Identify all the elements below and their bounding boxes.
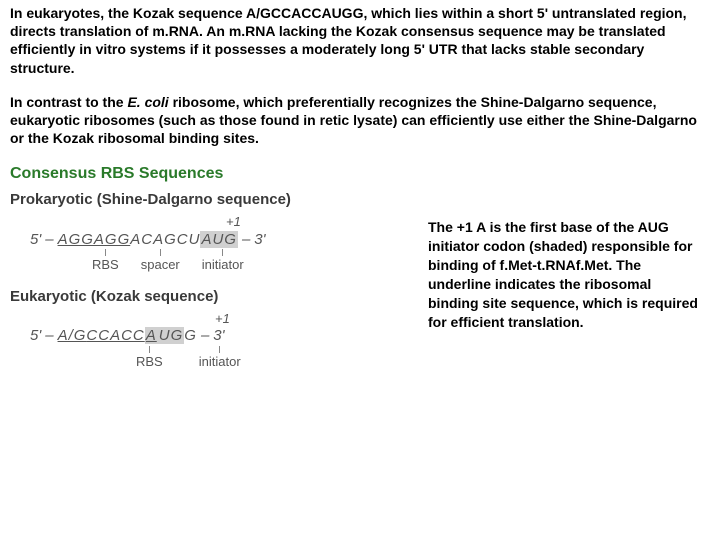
prok-rbs-seq: AGGAGG: [58, 231, 131, 248]
paragraph-2: In contrast to the E. coli ribosome, whi…: [0, 89, 720, 152]
prok-spacer-seq: ACAGCU: [130, 231, 200, 248]
five-prime-prok: 5': [30, 231, 41, 250]
plus1-label-euk: +1: [215, 311, 400, 327]
three-prime-euk: 3': [213, 327, 224, 346]
euk-mid: CCACC: [86, 327, 144, 344]
plus1-label-prok: +1: [226, 214, 400, 230]
euk-pre: A/G: [58, 327, 87, 344]
heading-prokaryotic: Prokaryotic (Shine-Dalgarno sequence): [0, 185, 720, 210]
side-explanation: The +1 A is the first base of the AUG in…: [410, 210, 710, 370]
euk-a: A: [146, 327, 157, 344]
ann-spacer-prok: spacer: [141, 257, 180, 272]
euk-diagram: +1 5' – A/GCCACCAUGG – 3' RBS initiator: [0, 307, 410, 370]
prok-diagram: +1 5' – AGGAGGACAGCUAUG – 3' RBS spacer …: [0, 210, 410, 370]
five-prime-euk: 5': [30, 327, 41, 346]
heading-consensus: Consensus RBS Sequences: [0, 159, 720, 185]
para2-part-a: In contrast to the: [10, 94, 127, 110]
prok-init-seq: AUG: [200, 231, 238, 248]
euk-ug: UG: [159, 327, 184, 344]
ann-rbs-euk: RBS: [136, 354, 163, 369]
ann-init-prok: initiator: [202, 257, 244, 272]
ann-init-euk: initiator: [199, 354, 241, 369]
euk-g: G: [184, 327, 197, 344]
paragraph-1: In eukaryotes, the Kozak sequence A/GCCA…: [0, 0, 720, 81]
para2-italic: E. coli: [127, 94, 168, 110]
three-prime-prok: 3': [254, 231, 265, 250]
heading-eukaryotic: Eukaryotic (Kozak sequence): [0, 274, 410, 307]
ann-rbs-prok: RBS: [92, 257, 119, 272]
